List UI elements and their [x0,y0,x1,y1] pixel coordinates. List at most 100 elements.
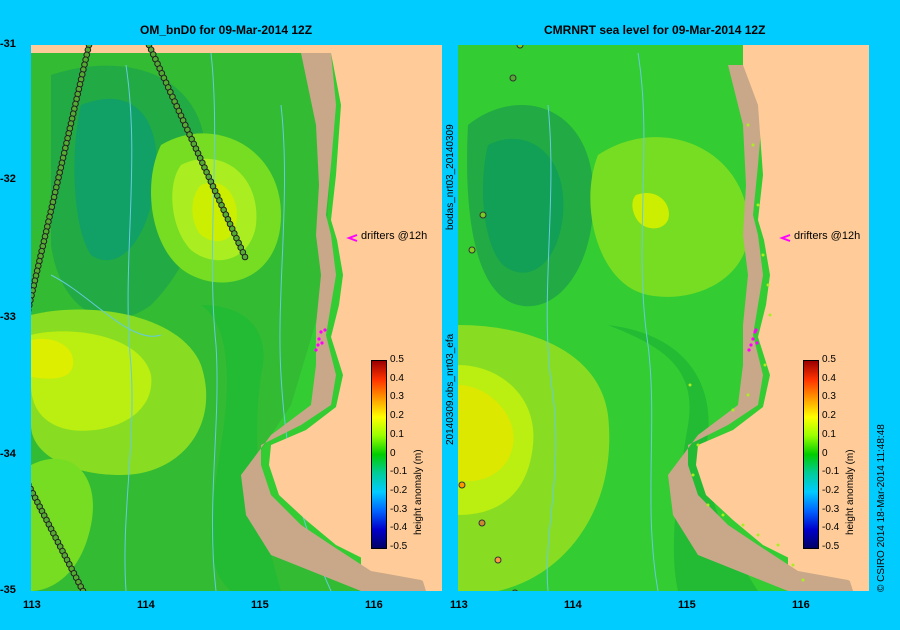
drifter-point [314,348,318,352]
coastal-mark [791,563,795,567]
drifter-point [319,330,323,334]
colorbar-tick: 0.2 [390,410,404,422]
colorbar-tick: -0.1 [390,466,408,478]
coastal-mark [766,283,770,287]
right-map-svg [458,45,869,591]
y-tick-31: -31 [0,38,16,50]
coastal-mark [768,313,772,317]
bathy-line-1 [124,64,133,591]
y-tick-32: -32 [0,173,16,185]
coastal-mark [688,383,692,387]
obs-point [494,556,502,564]
bathy-r1 [546,104,557,591]
track-point [241,253,249,261]
colorbar-tick: -0.1 [822,466,840,478]
coastal-mark [746,393,750,397]
obs-point [468,246,476,254]
obs-point [512,589,518,591]
coastal-marks-right [688,123,805,582]
drifter-arrow-right [779,234,791,242]
colorbar-label-left: height anomaly (m) [413,449,424,535]
colorbar-tick: -0.4 [390,522,408,534]
obs-point [458,481,466,489]
drifter-point [316,343,320,347]
bathy-line-3 [279,104,332,591]
drifter-point [751,337,755,341]
high-core-r [632,193,669,229]
obs-point [516,45,524,49]
obs-point [509,74,517,82]
right-map-panel: drifters @12h height anomaly (m) 0.5 0.4 0… [458,45,869,591]
bathy-r2 [637,52,659,591]
colorbar-tick: 0.3 [822,391,836,403]
x-tick-115-right: 115 [678,599,696,611]
x-tick-115-left: 115 [251,599,269,611]
drifter-points-left [314,328,327,352]
right-panel-title: CMRNRT sea level for 09-Mar-2014 12Z [544,23,766,37]
track-point [79,587,87,591]
low-core-r [483,138,564,273]
drifter-label-right: drifters @12h [794,230,861,242]
colorbar-tick: -0.3 [390,503,408,515]
bathy-line-4 [50,274,162,337]
colorbar-tick: 0.4 [822,372,836,384]
left-panel-title: OM_bnD0 for 09-Mar-2014 12Z [140,23,313,37]
bathy-line-2 [210,52,218,591]
x-tick-116-right: 116 [792,599,810,611]
drifter-point [317,337,321,341]
coastal-mark [741,523,745,527]
coastal-mark [731,408,735,412]
drifter-point [755,341,759,345]
colorbar-label-right: height anomaly (m) [845,449,856,535]
obs-points-right [458,45,524,591]
land-r [696,45,869,591]
credit-label: © CSIRO 2014 18-Mar-2014 11:48:48 [876,424,887,592]
left-map-svg [31,45,442,591]
coastal-mark [706,503,710,507]
coastal-mark [691,473,695,477]
y-tick-34: -34 [0,448,16,460]
drifter-arrow-left [346,234,358,242]
y-tick-35: -35 [0,584,16,596]
coastal-mark [751,143,755,147]
x-tick-113-right: 113 [450,599,468,611]
colorbar-tick: 0.4 [390,372,404,384]
x-tick-116-left: 116 [365,599,383,611]
high-core [192,182,237,242]
sw-high-peak-r [458,385,514,482]
coastal-mark [776,543,780,547]
shelf [241,53,442,591]
colorbar-tick: -0.5 [390,541,408,552]
colorbar-tick: 0.1 [390,428,404,440]
drifter-points-right [747,328,759,352]
coastal-mark [746,123,750,127]
low-core [74,98,157,261]
obs-source-label-1: bodas_nrt03_20140309 [445,124,456,230]
coastal-mark [763,363,767,367]
obs-point [478,519,486,527]
track-point [31,302,33,308]
high-outer-r [590,137,750,297]
colorbar-tick: 0.2 [822,410,836,422]
shelf-r [668,65,869,591]
colorbar-tick: 0.1 [822,428,836,440]
sw-high-peak [31,338,74,379]
colorbar-tick: 0 [390,447,396,459]
coastal-mark [756,203,760,207]
obs-source-label-2: 20140309.obs_nrt03_efa [445,333,456,445]
x-tick-114-right: 114 [564,599,582,611]
colorbar-tick: -0.3 [822,503,840,515]
drifter-point [747,348,751,352]
drifter-label-left: drifters @12h [361,230,428,242]
drifter-point [749,343,753,347]
colorbar-tick: -0.4 [822,522,840,534]
track-point [31,297,34,304]
colorbar-tick: -0.5 [822,541,840,552]
x-tick-114-left: 114 [137,599,155,611]
satellite-track-3 [31,482,87,591]
satellite-track-2 [145,45,249,261]
colorbar-left [371,360,387,549]
y-tick-33: -33 [0,311,16,323]
colorbar-tick: 0.3 [390,391,404,403]
colorbar-right [803,360,819,549]
